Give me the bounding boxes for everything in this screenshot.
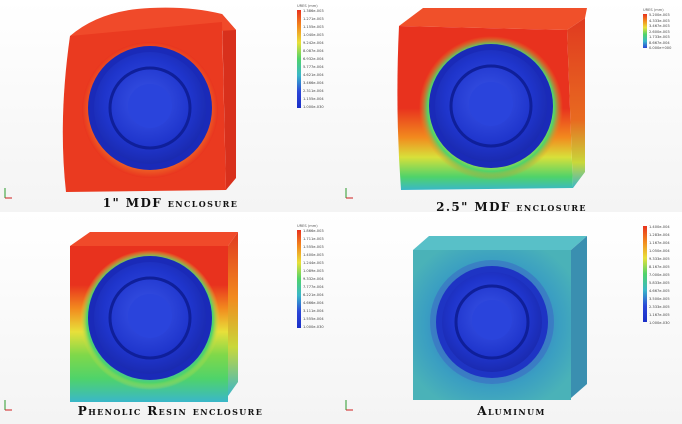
- legend-tick: 1.000e-030: [303, 105, 324, 109]
- legend-tick: 1.089e-003: [303, 269, 324, 273]
- legend-tick: 1.040e-003: [303, 33, 324, 37]
- legend-tick: 1.555e-004: [303, 317, 324, 321]
- legend-tick: 1.400e-003: [303, 253, 324, 257]
- legend-tick: 3.111e-004: [303, 309, 324, 313]
- legend-tick: 6.221e-004: [303, 293, 324, 297]
- legend-tick: 8.667e-004: [649, 40, 670, 45]
- legend-tick: 1.244e-003: [303, 261, 324, 265]
- panel-caption: Aluminum: [477, 404, 546, 418]
- fea-model-aluminum: [413, 236, 587, 400]
- legend-header: URES (mm): [297, 4, 318, 8]
- legend-tick: 1.155e-004: [303, 97, 324, 101]
- legend-tick: 9.333e-005: [649, 257, 670, 261]
- legend-tick: 1.733e-003: [649, 35, 670, 39]
- legend-tick: 6.932e-004: [303, 57, 324, 61]
- legend-tick: 2.333e-005: [649, 305, 670, 309]
- legend-colorbar: [297, 230, 301, 328]
- legend-tick: 1.000e-030: [303, 325, 324, 329]
- legend-tick: 4.667e-005: [649, 289, 670, 293]
- legend-tick: 1.555e-003: [303, 245, 324, 249]
- legend-colorbar: [643, 226, 647, 322]
- legend-tick: 3.500e-005: [649, 297, 670, 301]
- legend-tick: 5.200e-003: [649, 13, 670, 17]
- legend-tick: 3.466e-004: [303, 81, 324, 85]
- panel-caption: Phenolic Resin enclosure: [77, 404, 264, 418]
- legend-tick: 2.600e-003: [649, 29, 670, 34]
- panel-aluminum: 1.400e-004 1.283e-004 1.167e-004 1.050e-…: [341, 212, 682, 424]
- axis-triad-icon: [2, 184, 14, 199]
- legend-tick: 1.167e-005: [649, 313, 670, 317]
- axis-triad-icon: [343, 184, 355, 199]
- legend-tick: 7.777e-004: [303, 285, 324, 289]
- legend-tick: 0.000e+000: [649, 46, 672, 50]
- legend-tick: 4.333e-003: [649, 18, 670, 23]
- legend-tick: 5.833e-005: [649, 281, 670, 285]
- axis-triad-icon: [2, 396, 14, 411]
- panel-caption: 2.5" MDF enclosure: [436, 200, 587, 212]
- axis-triad-icon: [343, 396, 355, 411]
- legend-colorbar: [643, 14, 647, 48]
- legend-tick: 1.155e-003: [303, 25, 324, 29]
- legend-tick: 7.000e-005: [649, 273, 670, 277]
- panel-caption: 1" MDF enclosure: [102, 196, 239, 210]
- legend-tick: 4.621e-004: [303, 73, 324, 77]
- legend-tick: 1.386e-003: [303, 9, 324, 13]
- legend-tick: 1.271e-003: [303, 17, 324, 21]
- legend-tick: 1.711e-003: [303, 237, 324, 241]
- legend-tick: 1.866e-003: [303, 229, 324, 233]
- legend-tick: 8.087e-004: [303, 49, 324, 53]
- panel-phenolic-resin: URES (mm) 1.866e-003 1.711e-003 1.555e-0…: [0, 212, 341, 424]
- legend-header: URES (mm): [297, 224, 318, 228]
- panel-1in-mdf: URES (mm) 1.386e-003 1.271e-003 1.155e-0…: [0, 0, 341, 212]
- legend-tick: 9.332e-004: [303, 277, 324, 281]
- legend-tick: 1.167e-004: [649, 241, 670, 245]
- legend-tick: 1.283e-004: [649, 233, 670, 237]
- legend-tick: 8.167e-005: [649, 265, 670, 269]
- fea-model-1in-mdf: [62, 7, 236, 192]
- legend-tick: 1.000e-030: [649, 321, 670, 325]
- legend-header: URES (mm): [643, 8, 664, 12]
- fea-model-phenolic-resin: [70, 232, 238, 402]
- legend-tick: 5.777e-004: [303, 65, 324, 69]
- legend-tick: 1.050e-004: [649, 249, 670, 253]
- fea-model-2-5in-mdf: [397, 8, 587, 190]
- legend-tick: 4.666e-004: [303, 301, 324, 305]
- legend-tick: 9.242e-004: [303, 41, 324, 45]
- legend-tick: 1.400e-004: [649, 225, 670, 229]
- legend-tick: 2.311e-004: [303, 89, 324, 93]
- panel-2-5in-mdf: URES (mm) 5.200e-003 4.333e-003 3.467e-0…: [341, 0, 682, 212]
- legend-tick: 3.467e-003: [649, 24, 670, 28]
- legend-colorbar: [297, 10, 301, 108]
